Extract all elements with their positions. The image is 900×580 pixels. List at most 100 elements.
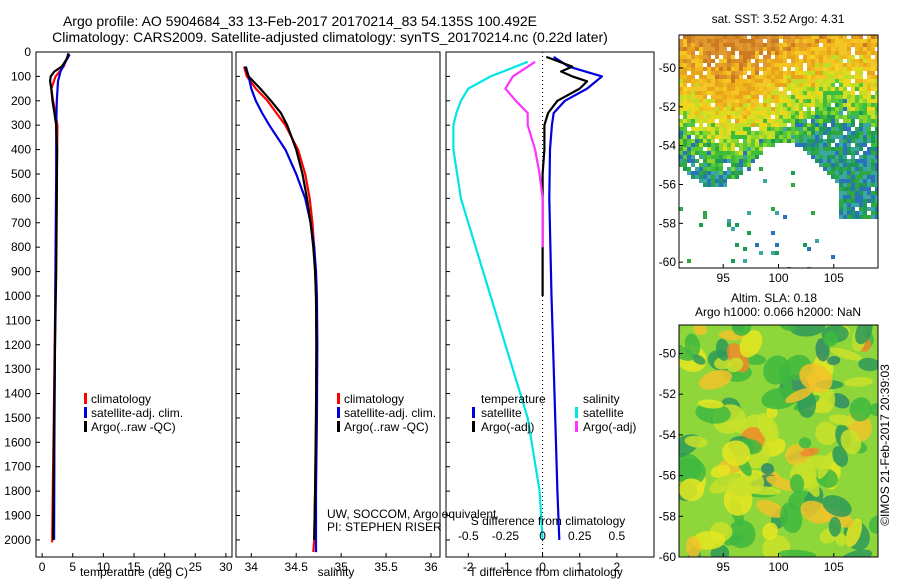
sst-cell <box>699 171 703 175</box>
sst-cell <box>835 111 839 115</box>
sst-cell <box>695 79 699 83</box>
sst-cell <box>735 103 739 107</box>
sst-cell <box>743 119 747 123</box>
sst-cell <box>759 67 763 71</box>
sst-cell <box>723 51 727 55</box>
sla-eddy <box>815 421 838 446</box>
sst-cell <box>851 87 855 91</box>
sst-cell <box>755 71 759 75</box>
sst-cell <box>811 83 815 87</box>
sst-cell <box>863 171 867 175</box>
sst-cell <box>763 123 767 127</box>
sst-cell <box>751 75 755 79</box>
sst-cell <box>699 71 703 75</box>
sst-cell <box>771 87 775 91</box>
sst-cell <box>819 107 823 111</box>
sst-cell <box>843 107 847 111</box>
sst-cell <box>807 91 811 95</box>
sst-cell <box>771 131 775 135</box>
sst-cell <box>679 47 683 51</box>
sst-cell <box>835 175 839 179</box>
sst-cell <box>775 35 779 39</box>
sst-cell <box>823 83 827 87</box>
sst-cell <box>791 71 795 75</box>
sst-cell <box>771 99 775 103</box>
sst-cell <box>819 127 823 131</box>
sst-cell <box>779 99 783 103</box>
sst-cell <box>799 43 803 47</box>
sst-cell <box>867 75 871 79</box>
sst-cell <box>727 99 731 103</box>
sst-cell <box>715 127 719 131</box>
sst-cell <box>683 55 687 59</box>
sst-cell <box>727 147 731 151</box>
sst-cell <box>867 199 871 203</box>
sst-cell <box>771 79 775 83</box>
salinity-legend: climatology satellite-adj. clim. Argo(..… <box>337 392 436 434</box>
sst-cell <box>867 39 871 43</box>
sst-cell <box>871 71 875 75</box>
sst-cell <box>871 51 875 55</box>
sst-cell <box>871 175 875 179</box>
sst-cell <box>735 39 739 43</box>
sst-cell <box>863 167 867 171</box>
sst-cell <box>767 103 771 107</box>
sst-cell <box>771 75 775 79</box>
sst-cell <box>863 131 867 135</box>
sst-cell <box>727 143 731 147</box>
sst-cell <box>727 131 731 135</box>
sst-cell <box>867 151 871 155</box>
sst-cell <box>763 71 767 75</box>
sst-cell <box>727 223 731 227</box>
sst-cell <box>811 47 815 51</box>
sst-cell <box>719 119 723 123</box>
sst-cell <box>787 139 791 143</box>
sst-cell <box>731 75 735 79</box>
sst-cell <box>787 135 791 139</box>
sst-cell <box>835 131 839 135</box>
sst-cell <box>875 159 878 163</box>
sst-cell <box>847 187 851 191</box>
sst-cell <box>795 103 799 107</box>
sst-cell <box>795 55 799 59</box>
sst-cell <box>831 147 835 151</box>
sla-eddy <box>693 325 708 336</box>
sst-cell <box>723 59 727 63</box>
sst-cell <box>827 59 831 63</box>
sst-cell <box>855 39 859 43</box>
sst-cell <box>811 119 815 123</box>
sst-cell <box>755 123 759 127</box>
sst-cell <box>871 131 875 135</box>
sst-cell <box>695 131 699 135</box>
sst-cell <box>751 131 755 135</box>
legend-title-temperature: temperature <box>481 392 546 406</box>
sst-cell <box>831 87 835 91</box>
sst-cell <box>839 107 843 111</box>
sst-cell <box>867 127 871 131</box>
sst-cell <box>767 55 771 59</box>
sst-cell <box>719 143 723 147</box>
sst-cell <box>703 59 707 63</box>
sla-eddy <box>785 387 813 404</box>
sst-cell <box>871 195 875 199</box>
sst-cell <box>699 91 703 95</box>
sst-cell <box>739 111 743 115</box>
sst-cell <box>715 95 719 99</box>
sst-cell <box>799 51 803 55</box>
sst-cell <box>799 135 803 139</box>
legend-swatch-argo <box>84 421 87 432</box>
sst-cell <box>755 147 759 151</box>
sst-cell <box>719 159 723 163</box>
sst-cell <box>699 79 703 83</box>
sst-cell <box>807 75 811 79</box>
sst-cell <box>867 191 871 195</box>
sst-cell <box>759 35 763 39</box>
sst-cell <box>723 43 727 47</box>
sst-cell <box>839 135 843 139</box>
sst-cell <box>723 55 727 59</box>
sst-cell <box>679 127 683 131</box>
sst-cell <box>747 107 751 111</box>
sst-cell <box>703 39 707 43</box>
x-tick-label: 0 <box>39 560 46 574</box>
sst-cell <box>703 75 707 79</box>
